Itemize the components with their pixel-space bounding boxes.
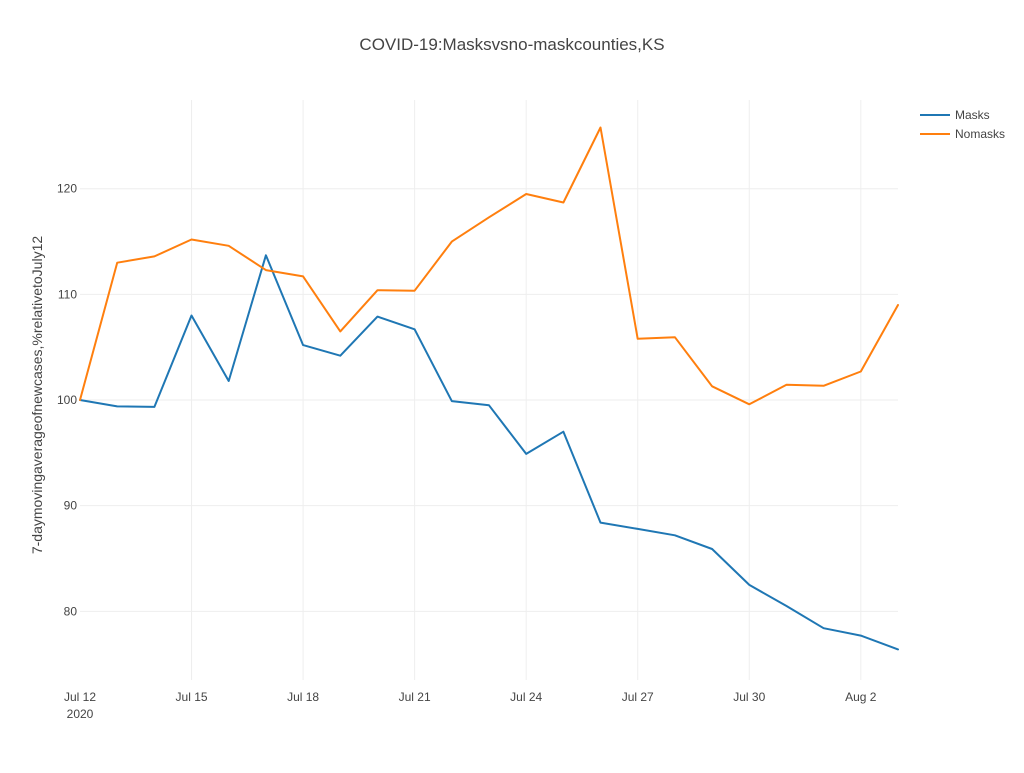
y-tick-label: 90 xyxy=(64,499,78,513)
grid xyxy=(80,100,898,680)
x-tick-label: Jul 18 xyxy=(287,690,319,704)
x-tick-label: Jul 24 xyxy=(510,690,542,704)
legend-item-nomasks[interactable]: Nomasks xyxy=(920,127,1005,141)
y-tick-label: 120 xyxy=(57,182,77,196)
series-line-nomasks xyxy=(79,126,899,406)
legend[interactable]: Masks Nomasks xyxy=(920,108,1005,141)
x-tick-label: Aug 2 xyxy=(845,690,877,704)
x-year-label: 2020 xyxy=(67,707,94,721)
x-tick-label: Jul 30 xyxy=(733,690,765,704)
x-tick-label: Jul 12 xyxy=(64,690,96,704)
chart-title: COVID-19:Masksvsno-maskcounties,KS xyxy=(359,35,664,54)
y-axis-title: 7-daymovingaverageofnewcases,%relativeto… xyxy=(29,236,45,555)
x-axis: Jul 12 Jul 15 Jul 18 Jul 21 Jul 24 Jul 27 Jul … xyxy=(64,690,877,721)
x-tick-label: Jul 21 xyxy=(399,690,431,704)
y-tick-label: 110 xyxy=(58,287,77,301)
x-tick-label: Jul 27 xyxy=(622,690,654,704)
series-line-masks xyxy=(79,254,899,651)
y-tick-label: 100 xyxy=(57,393,77,407)
y-tick-label: 80 xyxy=(64,604,78,618)
legend-label: Nomasks xyxy=(955,127,1005,141)
y-axis: 80 90 100 110 120 xyxy=(57,182,77,619)
legend-item-masks[interactable]: Masks xyxy=(920,108,990,122)
legend-label: Masks xyxy=(955,108,990,122)
x-tick-label: Jul 15 xyxy=(176,690,208,704)
series-lines xyxy=(79,126,899,651)
